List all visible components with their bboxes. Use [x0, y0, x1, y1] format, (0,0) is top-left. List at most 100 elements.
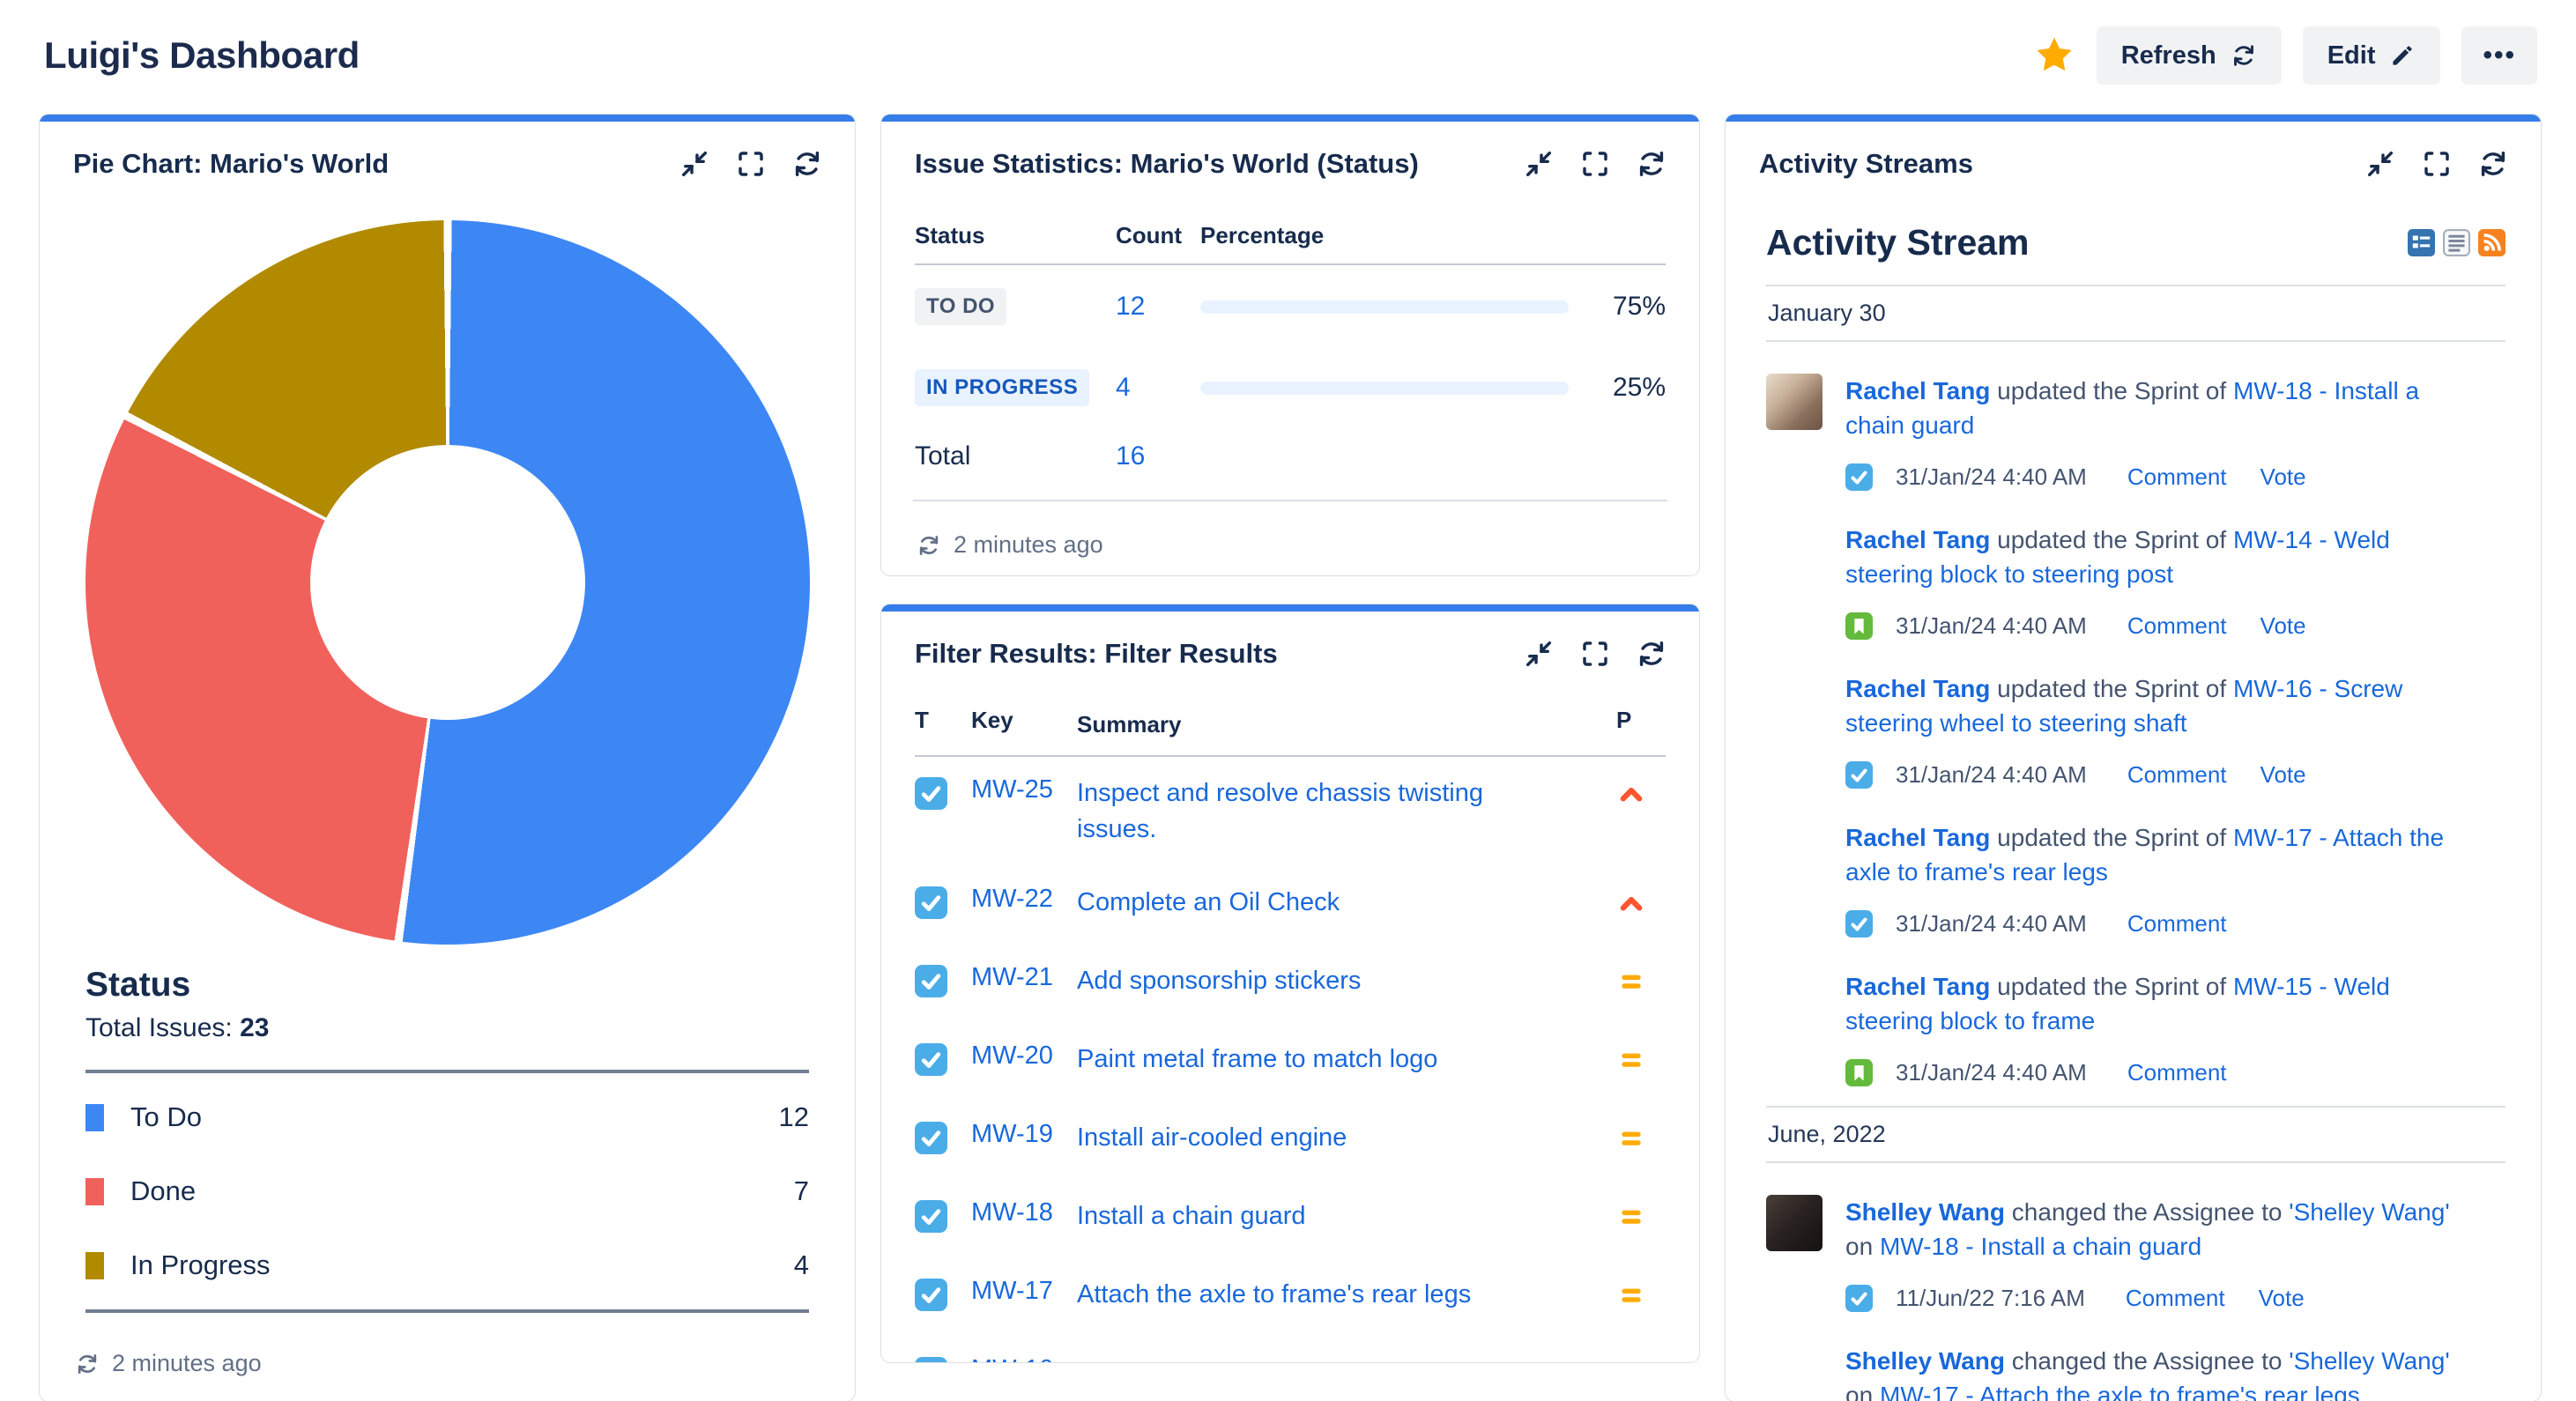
activity-entry-meta: 31/Jan/24 4:40 AM Comment Vote — [1845, 761, 2505, 789]
collapse-icon[interactable] — [1523, 638, 1555, 670]
column-header-status: Status — [915, 222, 985, 248]
refresh-icon[interactable] — [1636, 148, 1667, 180]
type-cell — [915, 1277, 971, 1318]
user-link[interactable]: Rachel Tang — [1845, 377, 1991, 404]
activity-stream-heading: Activity Stream — [1766, 222, 2030, 263]
issue-key-link[interactable]: MW-19 — [971, 1120, 1053, 1148]
task-icon — [915, 1279, 947, 1311]
activity-timestamp: 31/Jan/24 4:40 AM — [1896, 910, 2087, 937]
issue-link[interactable]: 'Shelley Wang' — [2289, 1347, 2450, 1375]
percentage-value: 75% — [1612, 292, 1666, 321]
list-view-icon[interactable] — [2443, 229, 2470, 256]
vote-link[interactable]: Vote — [2258, 1285, 2305, 1311]
collapse-icon[interactable] — [679, 148, 710, 180]
legend-label: In Progress — [130, 1249, 271, 1280]
refresh-icon[interactable] — [791, 148, 823, 180]
user-link[interactable]: Rachel Tang — [1845, 526, 1991, 553]
comment-link[interactable]: Comment — [2127, 761, 2227, 788]
progress-bar-track — [1200, 300, 1569, 314]
issue-key-link[interactable]: MW-25 — [971, 775, 1053, 804]
issue-link[interactable]: MW-14 - Weld steering block to steering … — [1845, 526, 2390, 588]
avatar[interactable] — [1766, 1195, 1823, 1251]
status-badge[interactable]: IN PROGRESS — [915, 369, 1090, 406]
task-icon — [915, 1200, 947, 1233]
user-link[interactable]: Shelley Wang — [1845, 1198, 2006, 1226]
percentage-bar-cell — [1200, 381, 1569, 395]
refresh-icon[interactable] — [2477, 148, 2509, 180]
comment-link[interactable]: Comment — [2127, 463, 2227, 490]
issue-key-link[interactable]: MW-20 — [971, 1041, 1053, 1070]
summary-cell: Attach the axle to frame's rear legs — [1077, 1277, 1616, 1313]
edit-button[interactable]: Edit — [2302, 26, 2441, 85]
rss-icon[interactable] — [2478, 229, 2505, 256]
issue-summary-link[interactable]: Install a chain guard — [1077, 1202, 1306, 1230]
more-options-button[interactable]: ••• — [2461, 26, 2537, 85]
user-link[interactable]: Rachel Tang — [1845, 824, 1991, 851]
refresh-button[interactable]: Refresh — [2096, 26, 2282, 85]
key-cell: MW-17 — [971, 1277, 1077, 1306]
user-link[interactable]: Rachel Tang — [1845, 973, 1991, 1000]
comment-link[interactable]: Comment — [2127, 1059, 2227, 1086]
issue-summary-link[interactable]: Install air-cooled engine — [1077, 1123, 1347, 1152]
expand-icon[interactable] — [1579, 638, 1611, 670]
chart-legend: To Do 12 Done 7 In Progress 4 — [85, 1070, 809, 1313]
issue-link[interactable]: 'Shelley Wang' — [2289, 1198, 2450, 1226]
issue-summary-link[interactable]: Screw steering wheel to steering shaft — [1077, 1359, 1509, 1362]
status-badge[interactable]: TO DO — [915, 288, 1007, 325]
issue-summary-link[interactable]: Inspect and resolve chassis twisting iss… — [1077, 779, 1483, 843]
issue-key-link[interactable]: MW-17 — [971, 1277, 1053, 1305]
activity-entry: Rachel Tang updated the Sprint of MW-15 … — [1766, 969, 2505, 1086]
collapse-icon[interactable] — [2364, 148, 2396, 180]
avatar-column — [1766, 374, 1845, 491]
summary-cell: Paint metal frame to match logo — [1077, 1041, 1616, 1078]
vote-link[interactable]: Vote — [2260, 761, 2306, 788]
issue-summary-link[interactable]: Complete an Oil Check — [1077, 888, 1340, 916]
type-cell — [915, 1041, 971, 1083]
user-link[interactable]: Rachel Tang — [1845, 675, 1991, 702]
issue-summary-link[interactable]: Add sponsorship stickers — [1077, 967, 1362, 995]
issue-link[interactable]: MW-15 - Weld steering block to frame — [1845, 973, 2390, 1034]
issue-link[interactable]: MW-16 - Screw steering wheel to steering… — [1845, 675, 2403, 737]
comment-link[interactable]: Comment — [2127, 612, 2227, 639]
issue-key-link[interactable]: MW-21 — [971, 963, 1053, 991]
status-donut-chart[interactable] — [85, 220, 810, 945]
expand-icon[interactable] — [2421, 148, 2453, 180]
avatar-column — [1766, 820, 1845, 938]
issue-row: MW-18 Install a chain guard — [915, 1180, 1666, 1258]
issue-key-link[interactable]: MW-22 — [971, 885, 1053, 913]
header-controls: Refresh Edit ••• — [2033, 26, 2537, 85]
vote-link[interactable]: Vote — [2260, 612, 2306, 639]
task-icon — [915, 886, 947, 919]
expand-icon[interactable] — [735, 148, 767, 180]
priority-cell — [1616, 775, 1666, 816]
vote-link[interactable]: Vote — [2260, 463, 2306, 490]
comment-link[interactable]: Comment — [2125, 1285, 2225, 1311]
favorite-star-icon[interactable] — [2033, 34, 2075, 77]
legend-label: Done — [130, 1175, 197, 1206]
issue-key-link[interactable]: MW-18 — [971, 1198, 1053, 1227]
refresh-icon[interactable] — [1636, 638, 1667, 670]
expand-icon[interactable] — [1579, 148, 1611, 180]
issue-link[interactable]: MW-17 - Attach the axle to frame's rear … — [1879, 1382, 2360, 1401]
comment-link[interactable]: Comment — [2127, 910, 2227, 937]
avatar[interactable] — [1766, 374, 1823, 430]
issue-link[interactable]: MW-18 - Install a chain guard — [1879, 1233, 2202, 1260]
key-cell: MW-21 — [971, 963, 1077, 992]
avatar-column — [1766, 1344, 1845, 1401]
gadget-title: Pie Chart: Mario's World — [73, 148, 390, 179]
column-header-percentage: Percentage — [1200, 222, 1325, 248]
count-link[interactable]: 4 — [1116, 373, 1131, 402]
total-count-link[interactable]: 16 — [1116, 441, 1146, 471]
issue-summary-link[interactable]: Paint metal frame to match logo — [1077, 1045, 1438, 1073]
issue-key-link[interactable]: MW-16 — [971, 1355, 1053, 1362]
detail-view-icon[interactable] — [2408, 229, 2435, 256]
dashboard-grid: Pie Chart: Mario's World Status Total Is… — [0, 115, 2576, 1401]
priority-cell — [1616, 1041, 1666, 1082]
activity-entry-text: Rachel Tang updated the Sprint of MW-15 … — [1845, 973, 2390, 1034]
count-link[interactable]: 12 — [1116, 292, 1146, 321]
user-link[interactable]: Shelley Wang — [1845, 1347, 2006, 1375]
collapse-icon[interactable] — [1523, 148, 1555, 180]
issue-link[interactable]: MW-18 - Install a chain guard — [1845, 377, 2420, 439]
issue-link[interactable]: MW-17 - Attach the axle to frame's rear … — [1845, 824, 2445, 886]
issue-summary-link[interactable]: Attach the axle to frame's rear legs — [1077, 1280, 1472, 1308]
